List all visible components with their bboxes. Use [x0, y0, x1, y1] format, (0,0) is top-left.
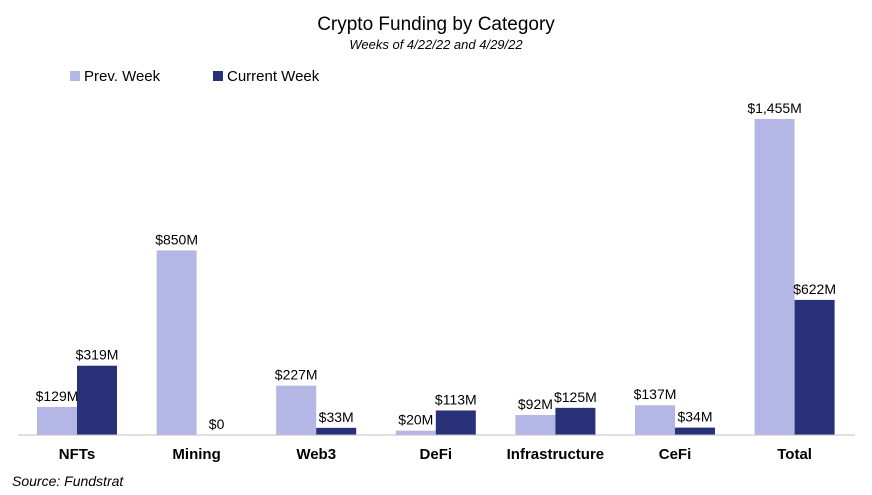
data-label-prev-week-mining: $850M	[155, 231, 198, 247]
bar-current-week-infrastructure	[555, 407, 596, 435]
data-label-prev-week-infrastructure: $92M	[518, 396, 553, 412]
bar-prev-week-cefi	[635, 405, 675, 435]
bar-current-week-web3	[316, 427, 357, 435]
data-label-prev-week-nfts: $129M	[36, 388, 79, 404]
category-label-mining: Mining	[172, 446, 220, 463]
data-label-current-week-total: $622M	[793, 281, 836, 297]
legend: Prev. Week Current Week	[70, 68, 320, 85]
category-label-web3: Web3	[296, 446, 336, 463]
bar-prev-week-mining	[156, 250, 197, 435]
legend-swatch-current-week	[213, 71, 223, 81]
category-label-nfts: NFTs	[59, 446, 95, 463]
bar-prev-week-defi	[395, 430, 436, 435]
bar-current-week-cefi	[675, 427, 715, 435]
category-label-total: Total	[777, 446, 812, 463]
category-labels: NFTs Mining Web3 DeFi Infrastructure CeFi Tota…	[59, 446, 812, 463]
bar-current-week-total	[794, 299, 835, 435]
chart-title: Crypto Funding by Category	[317, 14, 555, 35]
legend-label-current-week: Current Week	[227, 68, 320, 85]
bar-current-week-defi	[435, 410, 476, 435]
data-label-prev-week-defi: $20M	[398, 412, 433, 428]
data-label-current-week-infrastructure: $125M	[554, 389, 597, 405]
data-label-prev-week-total: $1,455M	[747, 100, 801, 116]
bar-current-week-nfts	[77, 365, 117, 435]
bar-prev-week-total	[754, 119, 795, 435]
source-note: Source: Fundstrat	[12, 473, 124, 489]
data-label-current-week-defi: $113M	[435, 391, 477, 407]
data-label-current-week-cefi: $34M	[677, 409, 712, 425]
data-label-current-week-nfts: $319M	[76, 347, 119, 363]
bar-prev-week-nfts	[37, 406, 77, 435]
data-label-prev-week-web3: $227M	[275, 367, 318, 383]
legend-swatch-prev-week	[70, 71, 80, 81]
data-label-current-week-mining: $0	[209, 416, 225, 432]
chart-subtitle: Weeks of 4/22/22 and 4/29/22	[349, 37, 523, 52]
category-label-defi: DeFi	[420, 446, 453, 463]
bar-prev-week-web3	[276, 385, 317, 435]
bars: $129M$319M$850M$0$227M$33M $20M$113M $92M $…	[36, 100, 836, 435]
category-label-infrastructure: Infrastructure	[507, 446, 605, 463]
data-label-prev-week-cefi: $137M	[634, 386, 677, 402]
legend-label-prev-week: Prev. Week	[84, 68, 161, 85]
data-label-current-week-web3: $33M	[319, 409, 354, 425]
bar-prev-week-infrastructure	[515, 415, 556, 435]
category-label-cefi: CeFi	[659, 446, 692, 463]
